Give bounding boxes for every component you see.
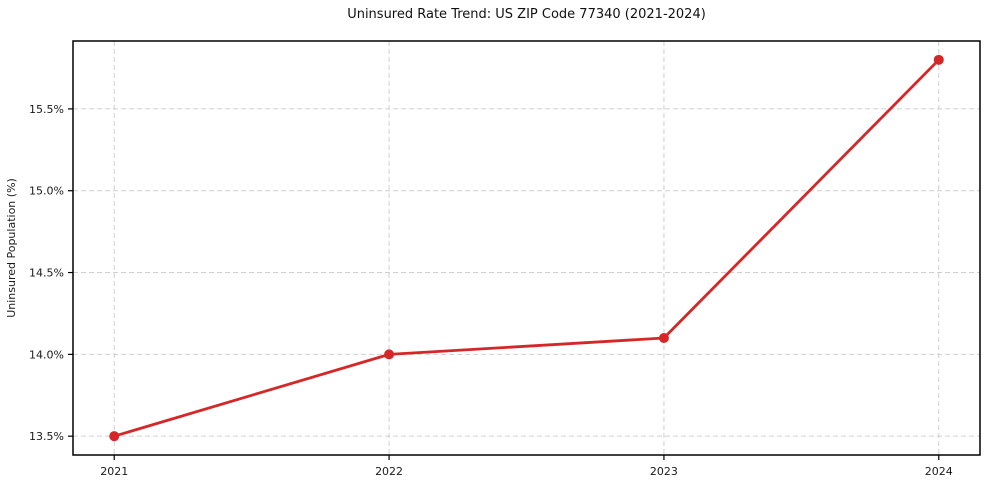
y-tick-label: 14.5% xyxy=(29,267,64,280)
data-point-2022 xyxy=(384,349,395,360)
chart-title: Uninsured Rate Trend: US ZIP Code 77340 … xyxy=(347,7,706,22)
y-tick-label: 14.0% xyxy=(29,348,64,361)
data-point-2024 xyxy=(933,54,944,65)
x-tick-label: 2024 xyxy=(925,465,953,478)
y-tick-label: 15.5% xyxy=(29,103,64,116)
y-tick-label: 15.0% xyxy=(29,185,64,198)
x-tick-label: 2022 xyxy=(375,465,403,478)
x-tick-label: 2021 xyxy=(100,465,128,478)
trend-line xyxy=(112,58,941,438)
plot-border xyxy=(72,40,981,456)
y-axis-label: Uninsured Population (%) xyxy=(5,178,18,318)
x-tick-label: 2023 xyxy=(650,465,678,478)
data-point-2023 xyxy=(658,333,669,343)
y-tick-label: 13.5% xyxy=(29,430,64,443)
data-point-2021 xyxy=(109,431,120,442)
